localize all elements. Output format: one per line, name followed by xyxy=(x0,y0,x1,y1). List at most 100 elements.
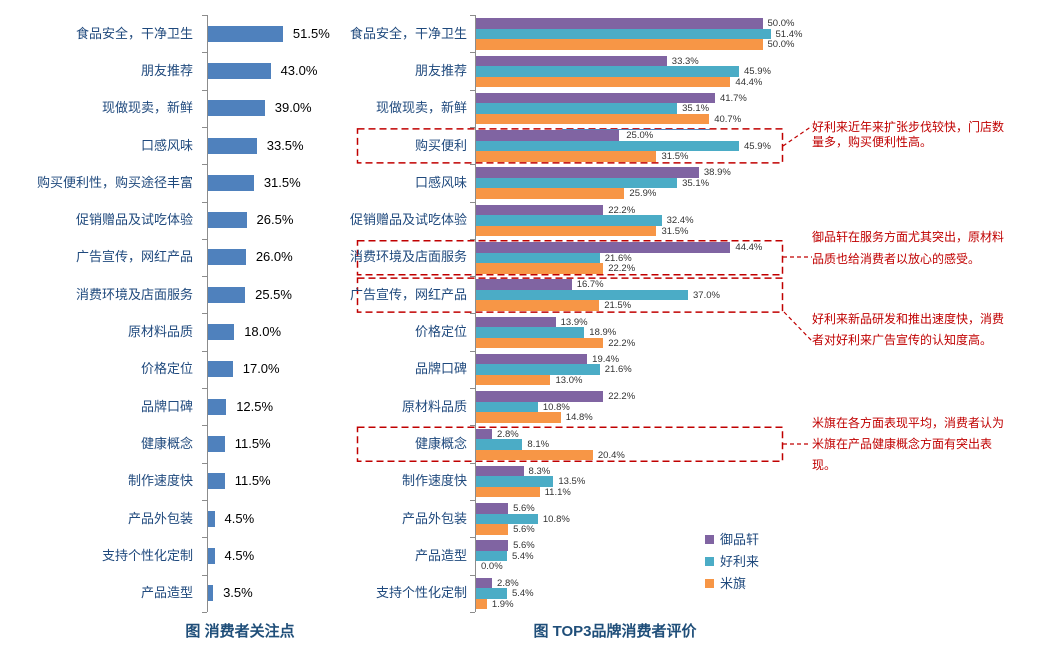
right-bar-好利来 xyxy=(476,177,678,189)
right-axis-tick xyxy=(470,126,475,128)
right-category-label: 促销赠品及试吃体验 xyxy=(349,212,467,228)
right-bar-米旗 xyxy=(476,76,731,87)
right-bar-好利来 xyxy=(476,513,538,525)
left-value-label: 26.0% xyxy=(255,249,293,265)
right-axis-tick xyxy=(470,425,475,427)
left-category-label: 口感风味 xyxy=(140,137,193,153)
right-value-label: 1.9% xyxy=(491,598,514,610)
right-bar-好利来 xyxy=(476,215,662,226)
right-bar-御品轩 xyxy=(476,204,604,216)
right-value-label: 50.0% xyxy=(767,18,795,30)
right-bar-御品轩 xyxy=(476,428,493,439)
left-value-label: 18.0% xyxy=(244,324,282,340)
right-bar-御品轩 xyxy=(476,55,667,66)
left-axis-tick xyxy=(202,164,207,166)
left-axis-tick xyxy=(202,425,207,427)
right-bar-米旗 xyxy=(476,374,551,386)
right-value-label: 44.4% xyxy=(735,242,763,253)
right-value-label: 45.9% xyxy=(744,66,771,77)
right-value-label: 32.4% xyxy=(666,215,694,227)
left-bar xyxy=(208,324,235,341)
right-bar-米旗 xyxy=(476,412,561,423)
right-value-label: 13.9% xyxy=(560,316,588,328)
left-axis-tick xyxy=(202,52,207,54)
annotation-text: 米旗在各方面表现平均，消费者认为米旗在产品健康概念方面有突出表现。 xyxy=(812,416,1005,472)
right-bar-米旗 xyxy=(476,300,600,311)
left-value-label: 17.0% xyxy=(242,361,280,377)
left-value-label: 31.5% xyxy=(263,174,301,190)
left-bar xyxy=(208,100,265,117)
right-value-label: 16.7% xyxy=(576,279,604,291)
right-bar-好利来 xyxy=(476,550,507,562)
left-category-label: 制作速度快 xyxy=(127,473,193,489)
right-value-label: 21.5% xyxy=(604,300,632,312)
right-bar-御品轩 xyxy=(476,391,604,402)
right-category-label: 支持个性化定制 xyxy=(375,585,467,601)
left-bar xyxy=(208,212,247,229)
left-value-label: 11.5% xyxy=(234,435,271,451)
right-axis-tick xyxy=(470,350,475,352)
right-category-label: 品牌口碑 xyxy=(414,361,467,377)
right-bar-好利来 xyxy=(476,327,585,338)
right-bar-米旗 xyxy=(476,151,657,162)
left-category-label: 促销赠品及试吃体验 xyxy=(75,212,193,228)
left-value-label: 26.5% xyxy=(256,212,294,228)
right-bar-御品轩 xyxy=(476,92,715,104)
right-bar-好利来 xyxy=(476,439,523,450)
left-value-label: 33.5% xyxy=(266,137,304,153)
right-bar-御品轩 xyxy=(476,316,556,328)
right-bar-御品轩 xyxy=(476,279,572,290)
right-bar-好利来 xyxy=(476,140,739,152)
right-axis-tick xyxy=(470,574,475,576)
left-value-axis xyxy=(207,15,208,612)
right-value-label: 0.0% xyxy=(481,561,503,573)
right-value-label: 38.9% xyxy=(703,167,731,179)
right-bar-米旗 xyxy=(476,486,540,498)
right-bar-御品轩 xyxy=(476,242,731,253)
right-value-label: 18.9% xyxy=(589,327,617,339)
right-category-label: 消费环境及店面服务 xyxy=(349,249,467,265)
left-axis-tick xyxy=(202,276,207,278)
left-value-label: 51.5% xyxy=(292,25,330,41)
left-category-label: 食品安全，干净卫生 xyxy=(75,25,193,41)
right-bar-好利来 xyxy=(476,28,771,40)
right-value-label: 44.4% xyxy=(735,76,763,88)
right-value-label: 31.5% xyxy=(661,225,689,237)
right-category-label: 广告宣传，网红产品 xyxy=(349,286,467,302)
left-category-label: 健康概念 xyxy=(140,435,193,451)
right-bar-好利来 xyxy=(476,289,688,301)
annotation-leader-line xyxy=(782,125,813,147)
left-bar xyxy=(208,137,257,154)
legend-swatch xyxy=(705,557,714,566)
right-axis-tick xyxy=(470,201,475,203)
right-category-label: 原材料品质 xyxy=(401,398,467,414)
right-value-label: 22.2% xyxy=(608,204,636,216)
right-value-label: 2.8% xyxy=(497,428,519,440)
right-bar-好利来 xyxy=(476,103,678,114)
right-value-label: 13.0% xyxy=(555,374,583,386)
left-category-label: 品牌口碑 xyxy=(140,398,193,414)
left-axis-tick xyxy=(202,462,207,464)
left-bar xyxy=(208,62,271,79)
left-bar xyxy=(208,249,246,266)
right-bar-好利来 xyxy=(476,476,554,487)
left-category-label: 消费环境及店面服务 xyxy=(75,286,193,302)
right-value-label: 20.4% xyxy=(597,449,625,461)
right-bar-好利来 xyxy=(476,588,507,599)
left-axis-tick xyxy=(202,313,207,315)
left-bar xyxy=(208,361,233,378)
left-value-label: 3.5% xyxy=(223,585,253,601)
left-axis-tick xyxy=(202,126,207,128)
right-value-label: 33.3% xyxy=(671,55,699,67)
right-bar-米旗 xyxy=(476,263,604,274)
right-value-label: 5.6% xyxy=(513,503,535,515)
right-value-label: 31.5% xyxy=(661,151,689,163)
left-category-label: 支持个性化定制 xyxy=(101,547,193,563)
right-category-label: 产品外包装 xyxy=(401,510,467,526)
right-bar-好利来 xyxy=(476,252,600,263)
right-value-label: 51.4% xyxy=(775,28,803,40)
right-axis-tick xyxy=(470,238,475,240)
right-axis-tick xyxy=(470,89,475,91)
left-bar xyxy=(208,25,283,42)
